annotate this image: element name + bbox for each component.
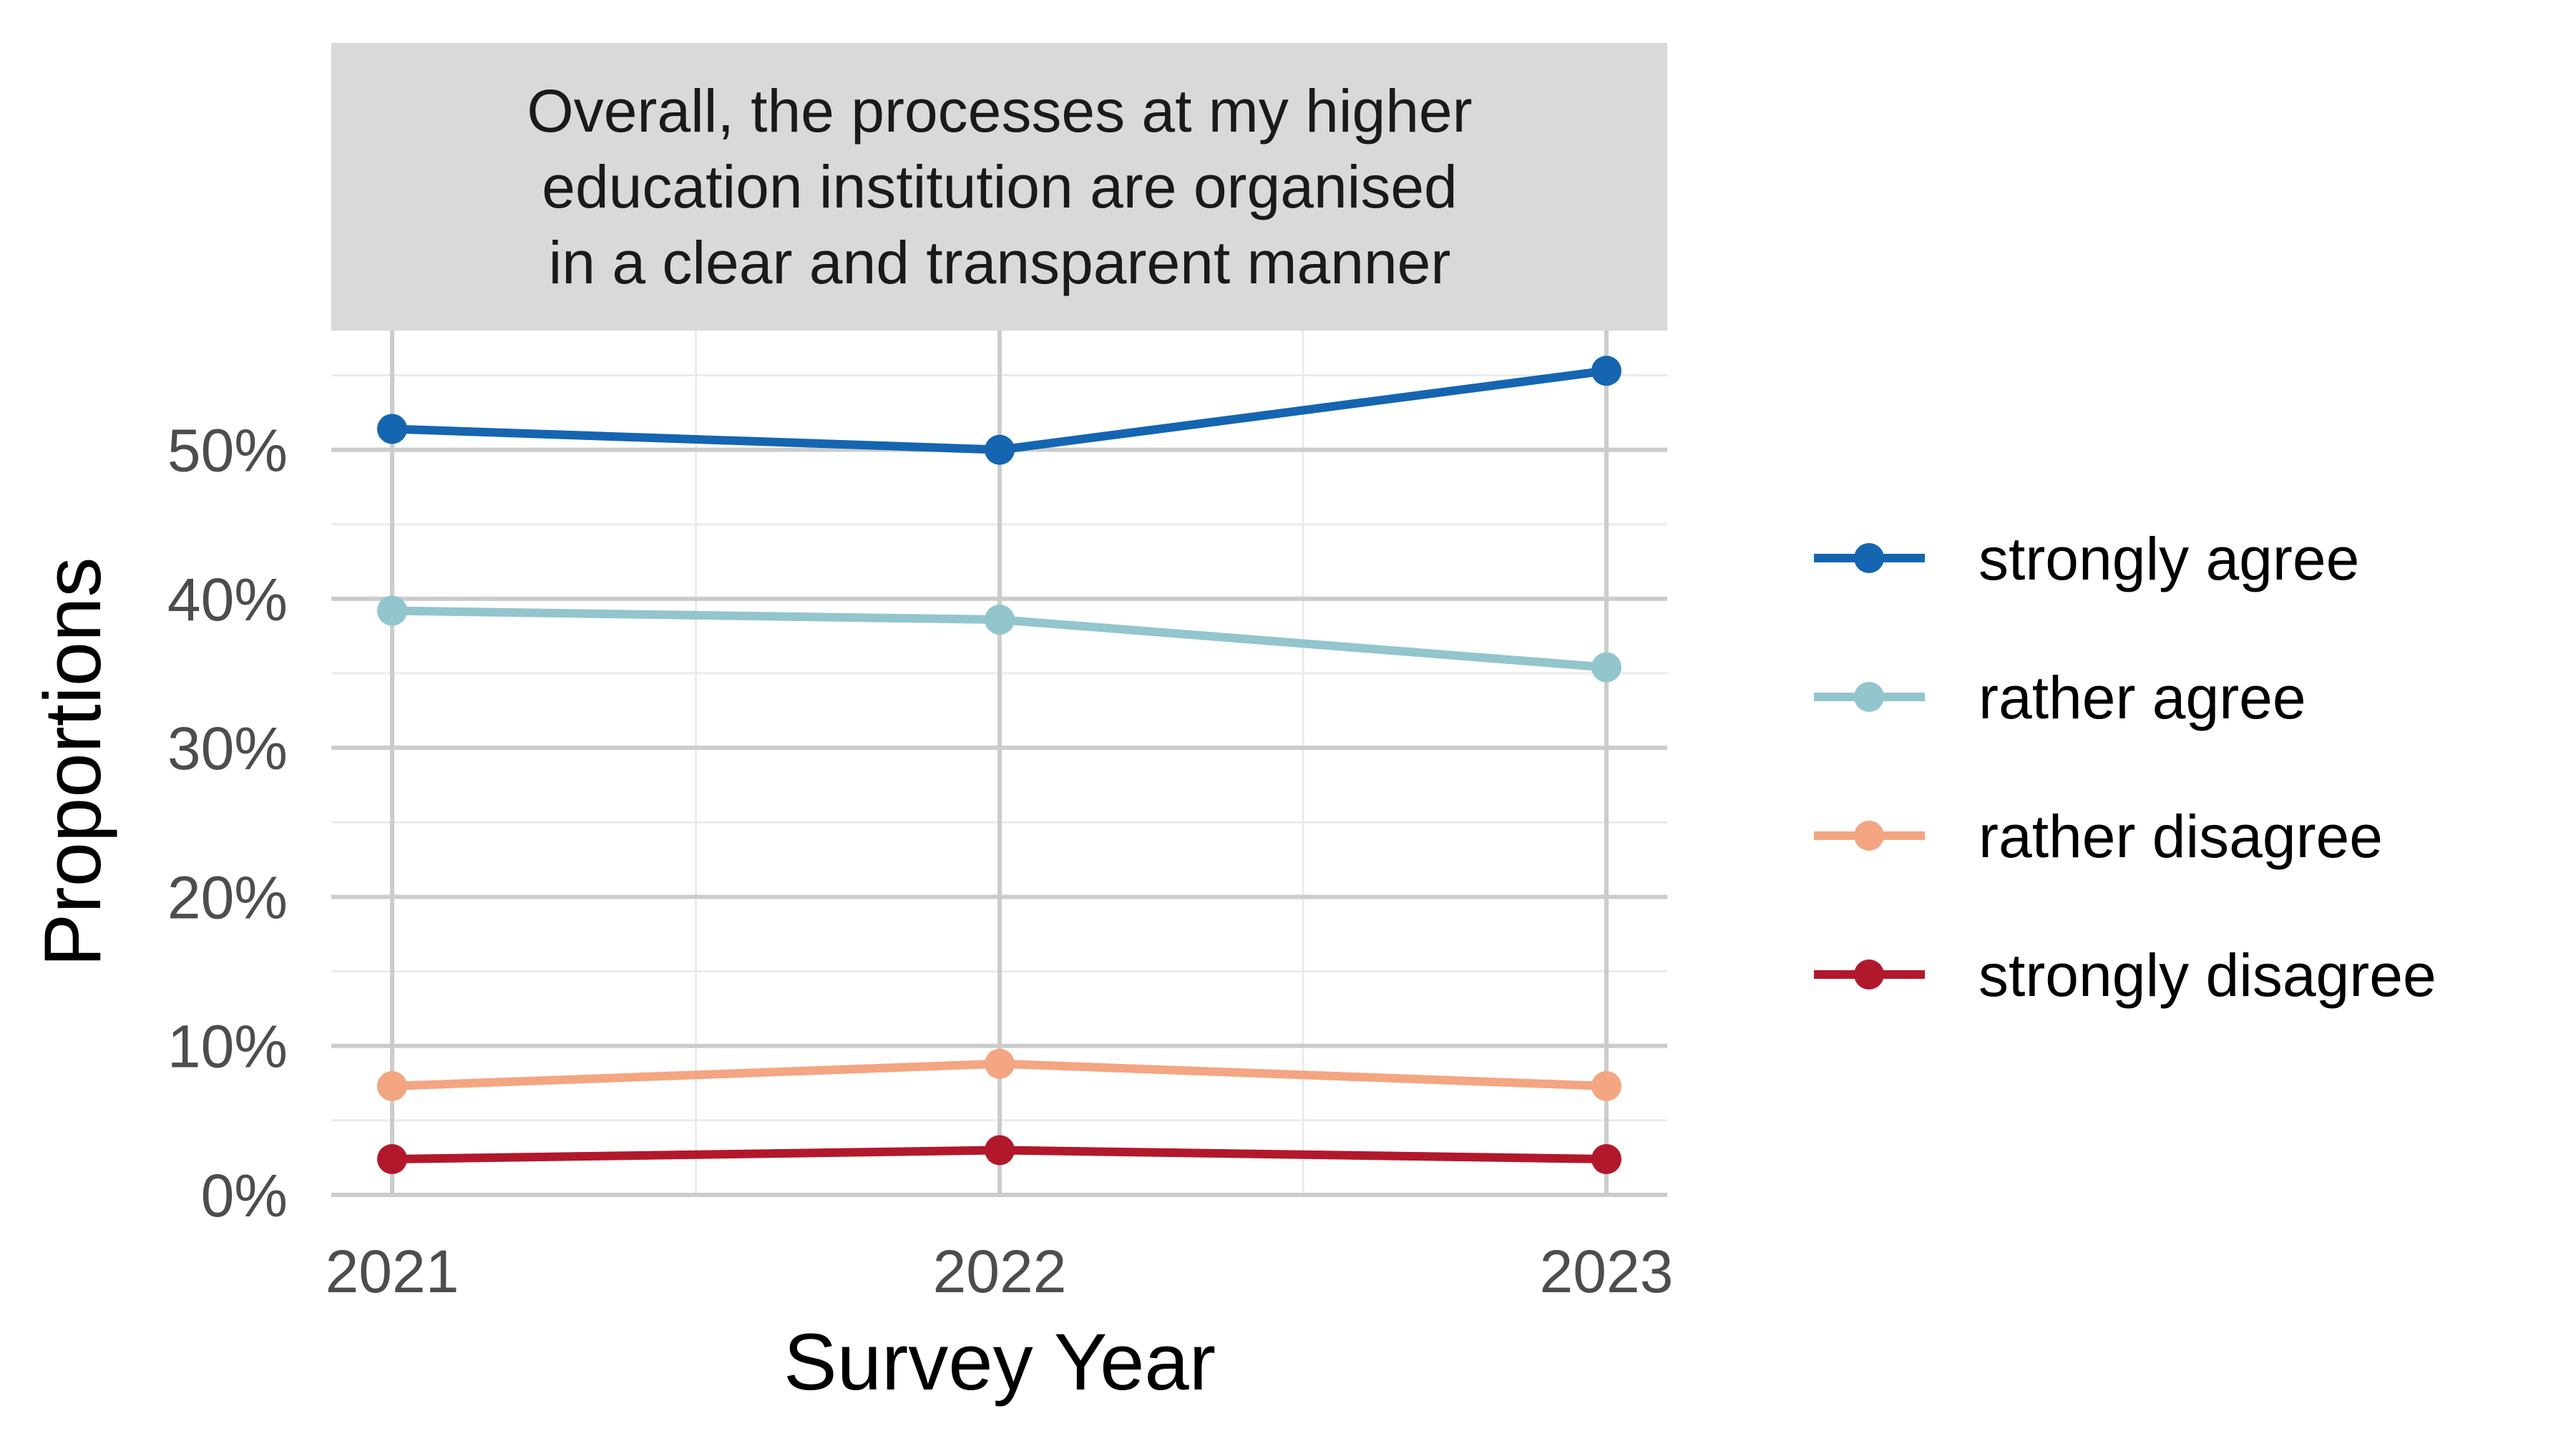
data-point-strongly-disagree bbox=[985, 1135, 1015, 1166]
legend-item-rather-disagree: rather disagree bbox=[1814, 803, 2383, 870]
data-point-rather-disagree bbox=[377, 1070, 407, 1101]
legend-key-point bbox=[1854, 543, 1884, 573]
legend-item-rather-agree: rather agree bbox=[1814, 664, 2306, 731]
legend: strongly agree rather agree rather disagre… bbox=[1814, 525, 2436, 1009]
y-axis-ticks: 0% 10% 20% 30% 40% 50% bbox=[167, 417, 288, 1229]
chart-title-line-3: in a clear and transparent manner bbox=[549, 229, 1451, 296]
x-axis-title: Survey Year bbox=[784, 1317, 1216, 1407]
data-point-rather-agree bbox=[377, 595, 407, 626]
legend-label: rather disagree bbox=[1979, 803, 2383, 870]
series-layer bbox=[377, 356, 1621, 1175]
legend-key-point bbox=[1854, 821, 1884, 851]
x-axis-ticks: 2021 2022 2023 bbox=[326, 1238, 1674, 1305]
legend-label: strongly disagree bbox=[1979, 942, 2436, 1009]
data-point-strongly-agree bbox=[985, 434, 1015, 465]
legend-key-point bbox=[1854, 682, 1884, 712]
chart-title-line-1: Overall, the processes at my higher bbox=[527, 77, 1472, 145]
data-point-strongly-disagree bbox=[1591, 1144, 1621, 1175]
y-tick-label: 10% bbox=[167, 1013, 288, 1080]
series-rather-agree bbox=[377, 595, 1621, 683]
data-point-strongly-agree bbox=[1591, 356, 1621, 386]
facet-strip-background bbox=[331, 43, 1667, 331]
y-tick-label: 30% bbox=[167, 715, 288, 782]
chart-title-line-2: education institution are organised bbox=[542, 153, 1458, 220]
data-point-strongly-disagree bbox=[377, 1144, 407, 1175]
data-point-rather-disagree bbox=[1591, 1070, 1621, 1101]
series-rather-disagree bbox=[377, 1048, 1621, 1101]
facet-strip: Overall, the processes at my higher educ… bbox=[331, 43, 1667, 331]
data-point-rather-agree bbox=[1591, 652, 1621, 683]
x-tick-label: 2023 bbox=[1540, 1238, 1674, 1305]
data-point-rather-disagree bbox=[985, 1048, 1015, 1079]
legend-key-point bbox=[1854, 959, 1884, 990]
y-tick-label: 50% bbox=[167, 417, 288, 484]
series-strongly-disagree bbox=[377, 1135, 1621, 1175]
legend-label: strongly agree bbox=[1979, 525, 2359, 592]
data-point-rather-agree bbox=[985, 605, 1015, 635]
legend-label: rather agree bbox=[1979, 664, 2306, 731]
y-axis-title: Proportions bbox=[28, 557, 117, 967]
data-point-strongly-agree bbox=[377, 414, 407, 444]
x-tick-label: 2021 bbox=[326, 1238, 459, 1305]
y-tick-label: 0% bbox=[201, 1162, 288, 1229]
y-tick-label: 40% bbox=[167, 566, 288, 633]
series-strongly-agree bbox=[377, 356, 1621, 465]
y-tick-label: 20% bbox=[167, 864, 288, 931]
legend-item-strongly-disagree: strongly disagree bbox=[1814, 942, 2436, 1009]
legend-item-strongly-agree: strongly agree bbox=[1814, 525, 2359, 592]
x-tick-label: 2022 bbox=[933, 1238, 1067, 1305]
